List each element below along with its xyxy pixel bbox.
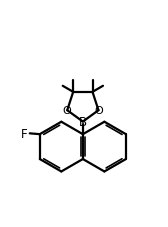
Text: O: O bbox=[94, 106, 103, 116]
Text: B: B bbox=[79, 116, 87, 128]
Text: O: O bbox=[63, 106, 72, 116]
Text: F: F bbox=[20, 127, 27, 140]
